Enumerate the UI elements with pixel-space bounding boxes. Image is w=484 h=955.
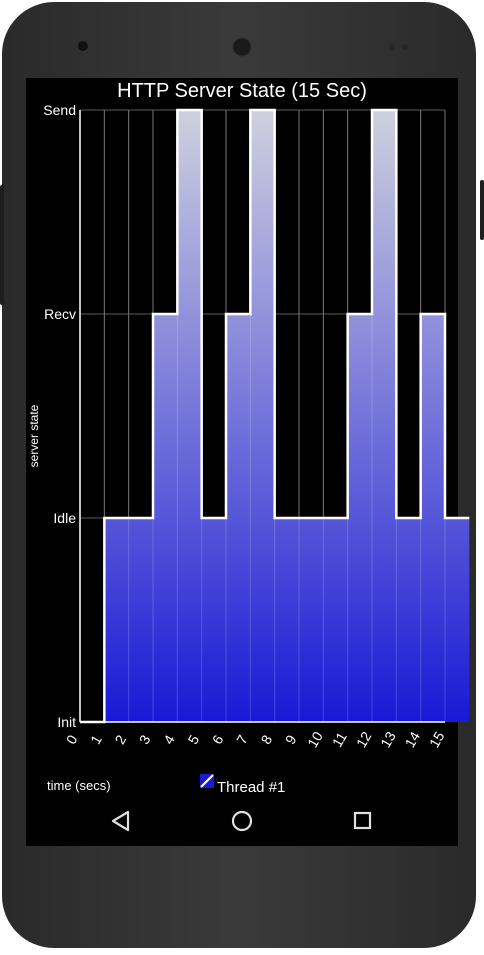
x-tick-label: 15 xyxy=(426,729,448,751)
series-line-thread-1 xyxy=(80,108,470,724)
navigation-bar xyxy=(111,810,372,832)
y-axis-label: server state xyxy=(27,404,41,467)
sensor-icon xyxy=(402,44,408,50)
x-tick-label: 14 xyxy=(402,729,424,751)
x-tick-label: 12 xyxy=(353,729,375,751)
recents-icon[interactable] xyxy=(353,811,372,830)
y-tick-label: Idle xyxy=(53,510,76,526)
speaker-grille xyxy=(232,37,252,57)
chart-title: HTTP Server State (15 Sec) xyxy=(117,80,367,102)
x-tick-label: 13 xyxy=(377,729,399,751)
sensor-icon xyxy=(389,44,395,50)
chart: HTTP Server State (15 Sec) Init Idle Recv Se… xyxy=(27,80,470,796)
x-tick-label: 11 xyxy=(329,729,350,750)
back-icon[interactable] xyxy=(111,810,130,832)
camera-icon xyxy=(78,41,88,51)
x-tick-label: 10 xyxy=(304,729,326,751)
legend-swatch-line xyxy=(200,774,214,788)
y-tick-label: Send xyxy=(43,102,76,118)
home-icon[interactable] xyxy=(231,810,253,832)
y-tick-label: Init xyxy=(57,714,76,730)
side-button[interactable] xyxy=(480,180,484,240)
y-tick-label: Recv xyxy=(44,306,76,322)
x-axis-label: time (secs) xyxy=(47,778,111,793)
side-button[interactable] xyxy=(0,185,4,305)
legend-label: Thread #1 xyxy=(217,779,285,796)
